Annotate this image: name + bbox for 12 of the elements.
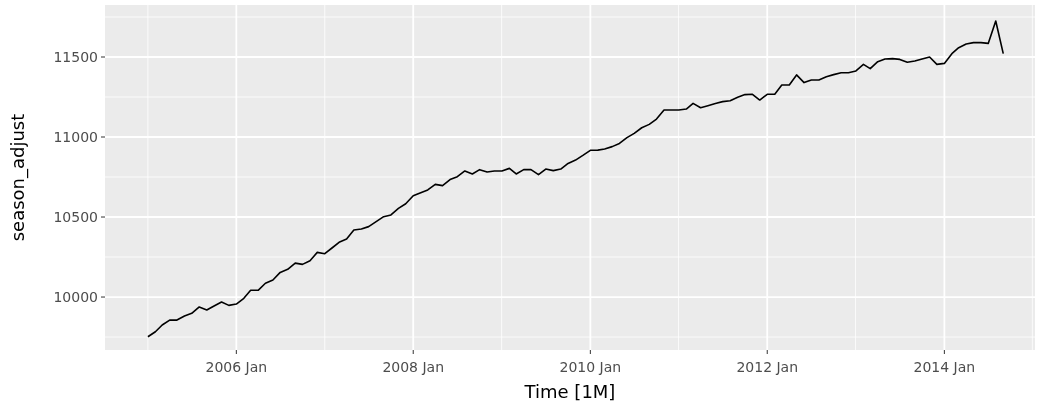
x-tick-label: 2012 Jan [736,359,799,375]
x-axis-title: Time [1M] [523,381,616,402]
x-tick-label: 2006 Jan [205,359,268,375]
x-tick-label: 2008 Jan [382,359,445,375]
line-series [147,20,1005,338]
y-tick-label: 11000 [53,129,98,146]
y-axis-title: season_adjust [7,113,29,242]
y-tick-label: 10000 [53,289,98,306]
y-tick-label: 10500 [53,209,98,226]
y-tick-label: 11500 [53,49,98,66]
x-tick-label: 2014 Jan [913,359,976,375]
x-tick-label: 2010 Jan [559,359,622,375]
